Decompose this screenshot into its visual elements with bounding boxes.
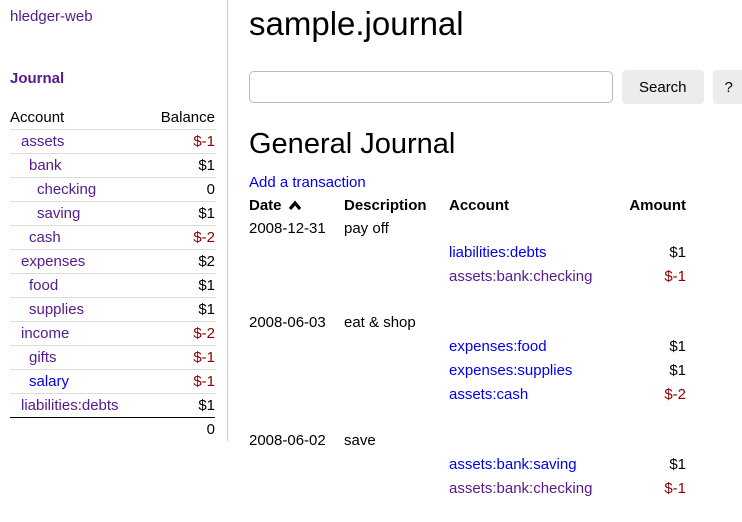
posting-account-link[interactable]: liabilities:debts — [449, 243, 547, 261]
account-balance: $1 — [198, 301, 215, 318]
posting-row: assets:bank:checking $-1 — [249, 476, 686, 500]
posting-row: assets:bank:checking $-1 — [249, 264, 686, 288]
account-link[interactable]: saving — [37, 205, 81, 222]
account-balance: 0 — [206, 181, 215, 198]
page-title: sample.journal — [249, 5, 464, 42]
posting-amount: $1 — [669, 243, 686, 261]
account-balance: $-1 — [193, 349, 215, 366]
posting-amount: $-1 — [664, 267, 686, 285]
posting-account-link[interactable]: assets:bank:checking — [449, 479, 593, 497]
accounts-table-header: Account Balance — [10, 106, 215, 130]
posting-amount: $1 — [669, 337, 686, 355]
search-help-button[interactable]: ? — [712, 70, 742, 104]
account-link[interactable]: cash — [29, 229, 61, 246]
accounts-total-row: 0 — [10, 418, 215, 441]
posting-account-link[interactable]: assets:bank:checking — [449, 267, 593, 285]
account-column-header-main: Account — [449, 196, 509, 214]
account-link[interactable]: checking — [37, 181, 97, 198]
journal-heading: General Journal — [249, 128, 456, 160]
journal-table: Date Description Account Amount 2008-12-… — [249, 194, 686, 500]
accounts-total-balance: 0 — [206, 421, 215, 438]
account-link[interactable]: bank — [29, 157, 62, 174]
posting-account-link[interactable]: expenses:supplies — [449, 361, 573, 379]
transaction-date: 2008-06-02 — [249, 431, 326, 449]
posting-amount: $-1 — [664, 479, 686, 497]
main-content: sample.journal Search ? General Journal … — [228, 0, 742, 522]
balance-column-header: Balance — [160, 109, 215, 126]
posting-amount: $1 — [669, 361, 686, 379]
transaction-description: save — [344, 431, 376, 449]
transaction-description: eat & shop — [344, 313, 416, 331]
transaction: 2008-06-02 save assets:bank:saving $1 assets… — [249, 428, 686, 500]
transaction: 2008-12-31 pay off liabilities:debts $1 asse… — [249, 216, 686, 288]
sidebar-journal-heading: Journal — [10, 70, 65, 87]
sort-ascending-icon — [288, 200, 301, 210]
date-column-header[interactable]: Date — [249, 197, 344, 214]
search-form: Search ? — [249, 70, 742, 104]
account-balance: $1 — [198, 205, 215, 222]
account-link[interactable]: assets — [21, 133, 65, 150]
account-link[interactable]: salary — [29, 373, 70, 390]
posting-amount: $1 — [669, 455, 686, 473]
search-input[interactable] — [249, 71, 613, 103]
add-transaction-link[interactable]: Add a transaction — [249, 174, 366, 191]
account-column-header: Account — [10, 109, 65, 126]
account-balance: $1 — [198, 157, 215, 174]
date-column-label: Date — [249, 196, 282, 214]
transaction-date: 2008-12-31 — [249, 219, 326, 237]
journal-table-header: Date Description Account Amount — [249, 194, 686, 216]
sidebar: hledger-web Journal Account Balance asse… — [0, 0, 228, 441]
account-row: food $1 — [10, 274, 215, 298]
transaction-title-row: 2008-06-02 save — [249, 428, 686, 452]
account-row: bank $1 — [10, 154, 215, 178]
account-row: gifts $-1 — [10, 346, 215, 370]
account-row: saving $1 — [10, 202, 215, 226]
account-balance: $2 — [198, 253, 215, 270]
account-link[interactable]: income — [21, 325, 70, 342]
account-row: assets $-1 — [10, 130, 215, 154]
account-row: cash $-2 — [10, 226, 215, 250]
transaction-date: 2008-06-03 — [249, 313, 326, 331]
posting-account-link[interactable]: expenses:food — [449, 337, 547, 355]
posting-amount: $-2 — [664, 385, 686, 403]
transaction-title-row: 2008-06-03 eat & shop — [249, 310, 686, 334]
account-balance: $-2 — [193, 325, 215, 342]
posting-account-link[interactable]: assets:cash — [449, 385, 529, 403]
account-link[interactable]: expenses — [21, 253, 86, 270]
account-balance: $-2 — [193, 229, 215, 246]
account-balance: $1 — [198, 277, 215, 294]
posting-row: assets:bank:saving $1 — [249, 452, 686, 476]
account-row: supplies $1 — [10, 298, 215, 322]
account-balance: $1 — [198, 397, 215, 414]
account-balance: $-1 — [193, 373, 215, 390]
search-button[interactable]: Search — [622, 70, 704, 104]
posting-row: assets:cash $-2 — [249, 382, 686, 406]
accounts-table-body: assets $-1 bank $1 checking 0 saving $1 cash $-2 e… — [10, 130, 215, 418]
transactions: 2008-12-31 pay off liabilities:debts $1 asse… — [249, 216, 686, 500]
app-home-link[interactable]: hledger-web — [10, 8, 93, 25]
account-row: expenses $2 — [10, 250, 215, 274]
account-link[interactable]: liabilities:debts — [21, 397, 119, 414]
transaction-title-row: 2008-12-31 pay off — [249, 216, 686, 240]
posting-account-link[interactable]: assets:bank:saving — [449, 455, 577, 473]
account-balance: $-1 — [193, 133, 215, 150]
posting-row: expenses:supplies $1 — [249, 358, 686, 382]
account-row: income $-2 — [10, 322, 215, 346]
posting-row: liabilities:debts $1 — [249, 240, 686, 264]
account-row: liabilities:debts $1 — [10, 394, 215, 418]
transaction: 2008-06-03 eat & shop expenses:food $1 expen… — [249, 310, 686, 406]
transaction-description: pay off — [344, 219, 389, 237]
amount-column-header: Amount — [629, 196, 686, 214]
accounts-table: Account Balance assets $-1 bank $1 checking 0… — [10, 106, 215, 441]
account-row: salary $-1 — [10, 370, 215, 394]
account-row: checking 0 — [10, 178, 215, 202]
description-column-header: Description — [344, 196, 427, 214]
posting-row: expenses:food $1 — [249, 334, 686, 358]
account-link[interactable]: supplies — [29, 301, 85, 318]
account-link[interactable]: gifts — [29, 349, 57, 366]
account-link[interactable]: food — [29, 277, 59, 294]
